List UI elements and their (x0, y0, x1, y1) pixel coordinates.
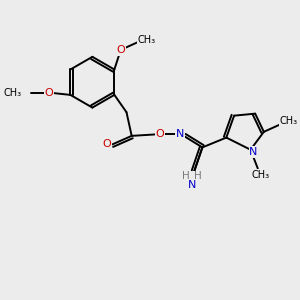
Text: H: H (182, 171, 190, 181)
Text: CH₃: CH₃ (138, 35, 156, 45)
Text: CH₃: CH₃ (280, 116, 298, 126)
Text: CH₃: CH₃ (251, 170, 269, 180)
Text: O: O (103, 139, 111, 149)
Text: N: N (249, 147, 258, 157)
Text: N: N (176, 129, 184, 140)
Text: CH₃: CH₃ (4, 88, 22, 98)
Text: O: O (116, 45, 125, 55)
Text: H: H (194, 171, 202, 181)
Text: N: N (188, 181, 196, 190)
Text: O: O (156, 129, 165, 140)
Text: O: O (44, 88, 53, 98)
